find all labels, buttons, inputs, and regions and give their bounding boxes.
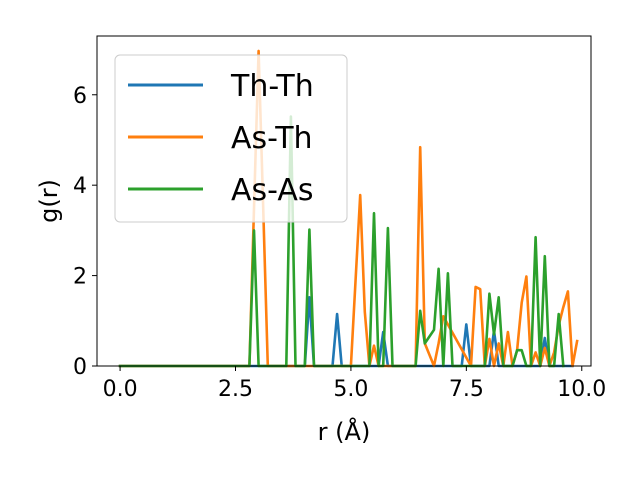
x-axis-label: r (Å): [318, 417, 371, 446]
x-tick-label: 0.0: [103, 377, 138, 402]
legend-label: As-As: [231, 173, 313, 208]
x-tick-label: 5.0: [333, 377, 368, 402]
y-axis: 0 2 4 6: [73, 84, 97, 380]
legend-label: As-Th: [231, 121, 313, 156]
legend: Th-Th As-Th As-As: [114, 54, 348, 223]
y-tick-label: 2: [73, 265, 87, 290]
x-tick-label: 7.5: [449, 377, 484, 402]
legend-label: Th-Th: [230, 69, 314, 104]
x-axis: 0.0 2.5 5.0 7.5 10.0: [103, 366, 606, 402]
x-tick-label: 2.5: [218, 377, 253, 402]
legend-box: [114, 54, 348, 223]
y-axis-label: g(r): [35, 179, 63, 223]
y-tick-label: 6: [73, 84, 87, 109]
y-tick-label: 0: [73, 355, 87, 380]
y-tick-label: 4: [73, 174, 87, 199]
x-tick-label: 10.0: [557, 377, 606, 402]
plot-frame: [96, 35, 592, 367]
